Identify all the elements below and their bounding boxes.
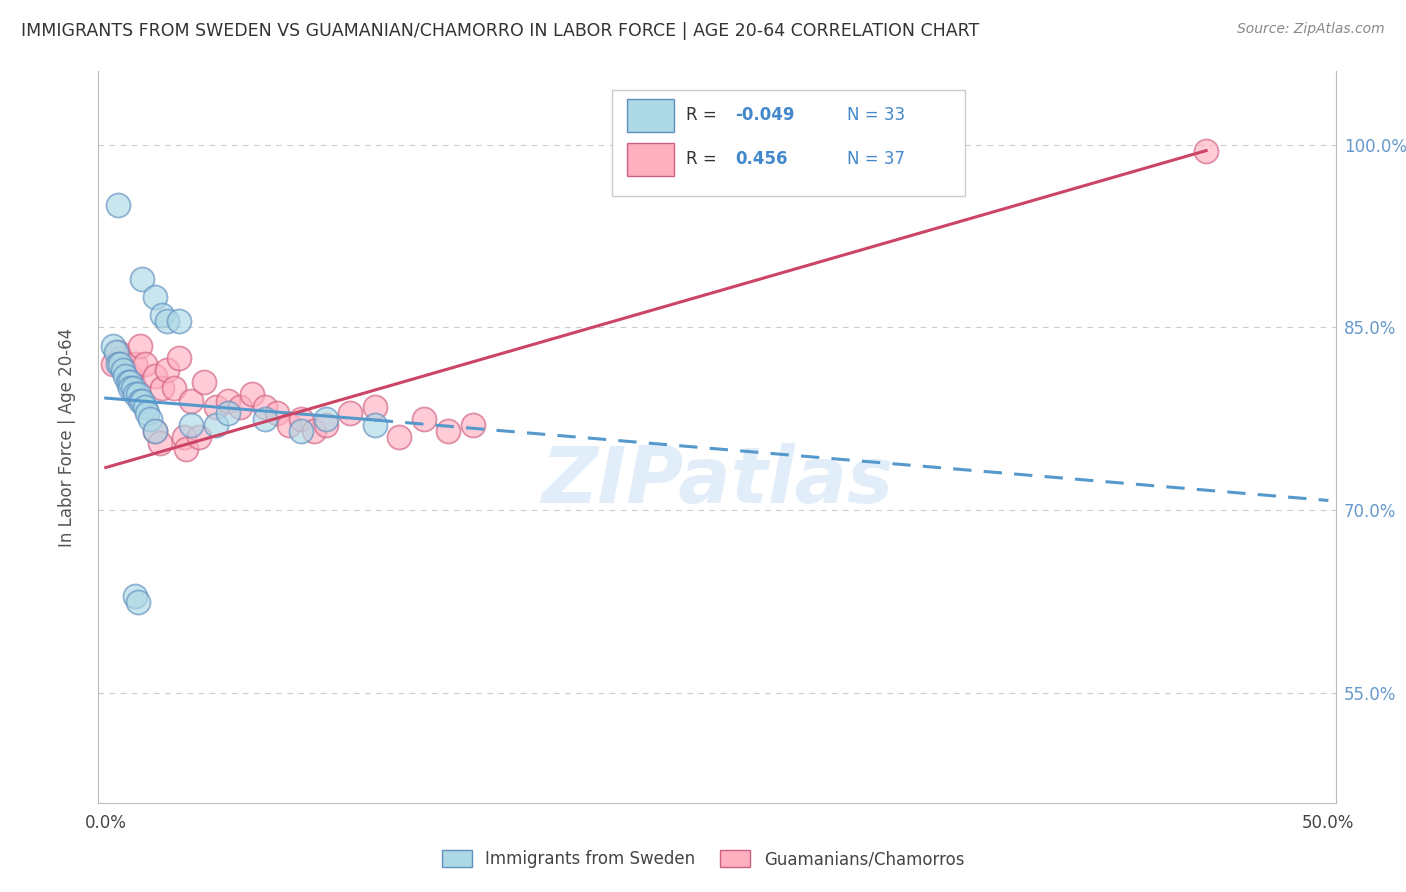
Point bbox=[143, 290, 166, 304]
Bar bbox=[627, 99, 673, 132]
Point bbox=[124, 387, 146, 401]
Point bbox=[339, 406, 361, 420]
Point bbox=[193, 376, 215, 390]
Point bbox=[290, 412, 312, 426]
Point bbox=[266, 406, 288, 420]
Point bbox=[156, 314, 179, 328]
Point bbox=[253, 412, 276, 426]
Point bbox=[229, 400, 252, 414]
Point bbox=[120, 381, 142, 395]
Point bbox=[278, 417, 301, 432]
Text: IMMIGRANTS FROM SWEDEN VS GUAMANIAN/CHAMORRO IN LABOR FORCE | AGE 20-64 CORRELAT: IMMIGRANTS FROM SWEDEN VS GUAMANIAN/CHAM… bbox=[21, 22, 980, 40]
Point bbox=[437, 424, 460, 438]
Point bbox=[167, 314, 190, 328]
Point bbox=[107, 198, 129, 212]
Point bbox=[104, 344, 127, 359]
Point bbox=[253, 400, 276, 414]
Point bbox=[107, 357, 129, 371]
Point bbox=[139, 412, 162, 426]
Point bbox=[124, 357, 146, 371]
Point bbox=[302, 424, 325, 438]
Y-axis label: In Labor Force | Age 20-64: In Labor Force | Age 20-64 bbox=[58, 327, 76, 547]
Point bbox=[217, 406, 239, 420]
Text: N = 37: N = 37 bbox=[846, 150, 905, 168]
Point bbox=[217, 393, 239, 408]
Point bbox=[364, 417, 387, 432]
Point bbox=[134, 357, 156, 371]
Point bbox=[114, 369, 136, 384]
Point bbox=[107, 344, 129, 359]
Point bbox=[150, 308, 173, 322]
Point bbox=[412, 412, 434, 426]
Point bbox=[101, 357, 124, 371]
Text: Source: ZipAtlas.com: Source: ZipAtlas.com bbox=[1237, 22, 1385, 37]
Text: R =: R = bbox=[686, 150, 723, 168]
Point bbox=[120, 369, 142, 384]
Point bbox=[167, 351, 190, 365]
Point bbox=[242, 387, 264, 401]
Point bbox=[388, 430, 411, 444]
Text: -0.049: -0.049 bbox=[735, 106, 796, 124]
Point bbox=[187, 430, 209, 444]
Point bbox=[143, 369, 166, 384]
Point bbox=[143, 424, 166, 438]
Point bbox=[163, 381, 186, 395]
Text: N = 33: N = 33 bbox=[846, 106, 905, 124]
Point bbox=[156, 363, 179, 377]
Point bbox=[204, 417, 226, 432]
Point bbox=[180, 393, 202, 408]
Text: 0.456: 0.456 bbox=[735, 150, 789, 168]
Point bbox=[127, 387, 149, 401]
Legend: Immigrants from Sweden, Guamanians/Chamorros: Immigrants from Sweden, Guamanians/Chamo… bbox=[436, 843, 970, 875]
Point bbox=[120, 376, 142, 390]
Point bbox=[1195, 144, 1218, 158]
Bar bbox=[627, 143, 673, 176]
Point bbox=[131, 271, 153, 285]
Point bbox=[364, 400, 387, 414]
Point bbox=[110, 351, 132, 365]
Point bbox=[180, 417, 202, 432]
Point bbox=[315, 417, 337, 432]
Point bbox=[131, 393, 153, 408]
Point bbox=[117, 376, 139, 390]
Point bbox=[110, 357, 132, 371]
Point bbox=[290, 424, 312, 438]
Point bbox=[111, 363, 134, 377]
Point bbox=[204, 400, 226, 414]
Point bbox=[315, 412, 337, 426]
FancyBboxPatch shape bbox=[612, 90, 965, 195]
Point bbox=[124, 589, 146, 603]
Point bbox=[136, 406, 159, 420]
Point bbox=[173, 430, 195, 444]
Point bbox=[127, 594, 149, 608]
Point bbox=[143, 424, 166, 438]
Point bbox=[129, 339, 152, 353]
Point bbox=[101, 339, 124, 353]
Point bbox=[150, 381, 173, 395]
Point bbox=[461, 417, 484, 432]
Point bbox=[129, 393, 152, 408]
Point bbox=[176, 442, 198, 457]
Point bbox=[121, 381, 143, 395]
Text: R =: R = bbox=[686, 106, 723, 124]
Point bbox=[114, 363, 136, 377]
Text: ZIPatlas: ZIPatlas bbox=[541, 443, 893, 519]
Point bbox=[148, 436, 170, 450]
Point bbox=[134, 400, 156, 414]
